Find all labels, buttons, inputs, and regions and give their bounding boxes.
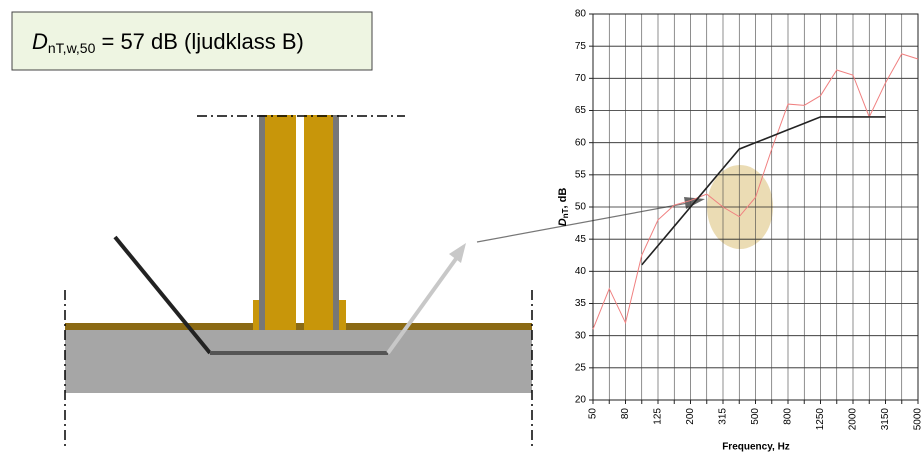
flank-path <box>386 254 460 355</box>
y-tick-label: 70 <box>575 73 587 84</box>
slab <box>65 330 532 393</box>
y-label-symbol: D <box>557 218 569 226</box>
wall-stud <box>304 115 333 330</box>
plot-frame <box>592 13 919 401</box>
wall-foot <box>338 300 346 330</box>
x-tick-label: 315 <box>718 408 729 425</box>
label-symbol: D <box>32 29 48 54</box>
wall-board <box>259 115 265 330</box>
wall-stud <box>265 115 296 330</box>
pointer <box>476 202 689 243</box>
y-axis-label: DnT, dB <box>557 188 570 227</box>
x-tick-label: 1250 <box>815 408 826 431</box>
flank-path <box>113 235 212 355</box>
arrow-head <box>449 243 466 263</box>
y-label-text: , dB <box>557 188 569 209</box>
y-tick-label: 40 <box>575 266 587 277</box>
y-tick-label: 20 <box>575 395 587 406</box>
wall-board <box>333 115 339 330</box>
floor-layer <box>65 323 532 330</box>
x-tick-label: 800 <box>783 408 794 425</box>
x-tick-label: 200 <box>685 408 696 425</box>
y-tick-label: 35 <box>575 298 587 309</box>
x-tick-label: 2000 <box>848 408 859 431</box>
series-line <box>641 116 886 266</box>
label-text: = 57 dB (ljudklass B) <box>95 29 303 54</box>
y-tick-label: 65 <box>575 105 587 116</box>
x-tick-label: 500 <box>750 408 761 425</box>
y-tick-label: 60 <box>575 137 587 148</box>
x-axis-label: Frequency, Hz <box>722 442 790 453</box>
x-tick-label: 80 <box>620 408 631 420</box>
chart: 20 25 30 35 40 45 50 55 60 65 70 75 80 50 80 125 200 315 5… <box>575 9 923 431</box>
label: DnT,w,50 = 57 dB (ljudklass B) <box>32 29 304 56</box>
construction <box>64 115 705 448</box>
y-tick-label: 80 <box>575 9 587 20</box>
y-tick-label: 50 <box>575 202 587 213</box>
y-tick-label: 45 <box>575 234 587 245</box>
wall-foot <box>253 300 261 330</box>
series-line <box>592 53 919 330</box>
y-tick-label: 30 <box>575 330 587 341</box>
y-tick-label: 55 <box>575 169 587 180</box>
y-tick-label: 75 <box>575 41 587 52</box>
label-subscript: nT,w,50 <box>48 40 96 56</box>
y-tick-label: 25 <box>575 362 587 373</box>
x-tick-label: 5000 <box>913 408 923 431</box>
x-tick-label: 3150 <box>880 408 891 431</box>
x-tick-label: 125 <box>653 408 664 425</box>
x-tick-label: 50 <box>588 408 599 420</box>
label-box <box>11 11 373 71</box>
y-label-subscript: nT <box>561 208 570 218</box>
